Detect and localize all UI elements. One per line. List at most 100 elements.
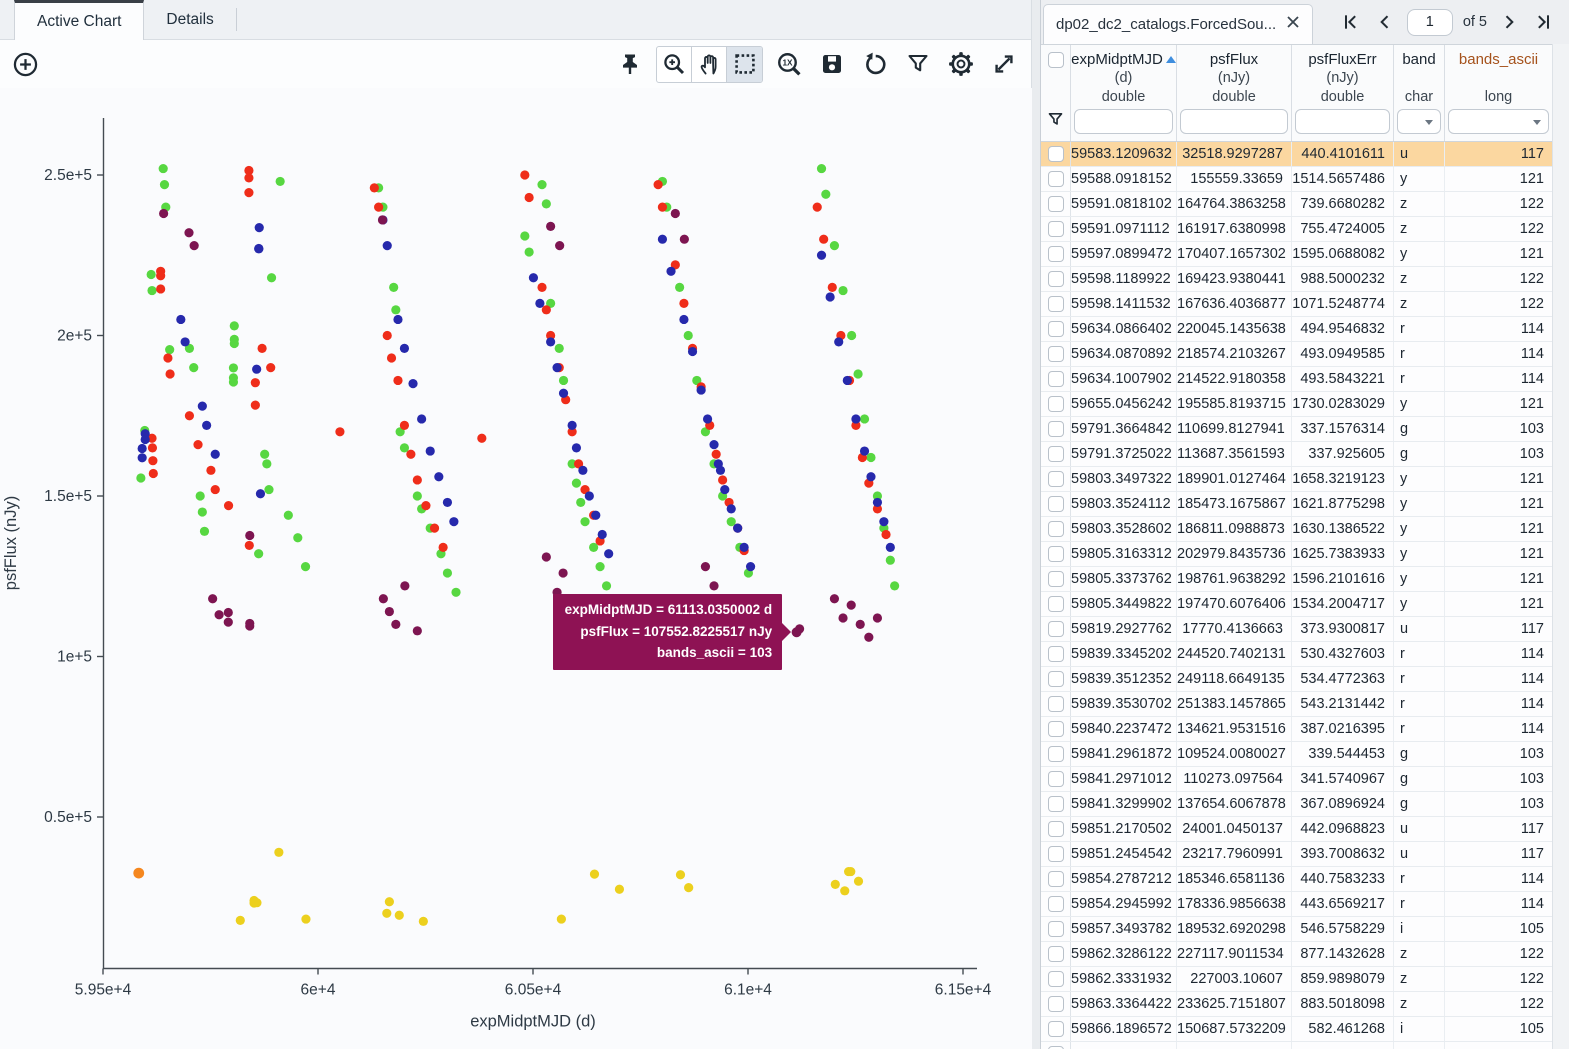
row-checkbox[interactable] — [1047, 246, 1064, 262]
row-checkbox[interactable] — [1047, 846, 1064, 862]
row-checkbox[interactable] — [1047, 821, 1064, 837]
filter-select-band[interactable] — [1397, 109, 1441, 134]
chart-settings-button[interactable] — [944, 47, 978, 81]
row-checkbox[interactable] — [1047, 1046, 1064, 1049]
table-row[interactable]: 59803.3528602 186811.0988873 1630.1386522 y… — [1041, 517, 1569, 542]
tab-details[interactable]: Details — [144, 0, 235, 39]
row-checkbox[interactable] — [1047, 621, 1064, 637]
table-tab[interactable]: dp02_dc2_catalogs.ForcedSou... — [1043, 4, 1314, 44]
row-checkbox[interactable] — [1047, 496, 1064, 512]
filter-select-bands_ascii[interactable] — [1448, 109, 1549, 134]
row-checkbox[interactable] — [1047, 196, 1064, 212]
table-row[interactable]: 59803.3497322 189901.0127464 1658.3219123 y… — [1041, 467, 1569, 492]
first-page-button[interactable] — [1339, 10, 1363, 34]
table-row[interactable]: 59791.3725022 113687.3561593 337.925605 g 10… — [1041, 442, 1569, 467]
table-row[interactable]: 59583.1209632 32518.9297287 440.4101611 u 11… — [1041, 142, 1569, 167]
table-row[interactable]: 59655.0456242 195585.8193715 1730.0283029 y… — [1041, 392, 1569, 417]
row-checkbox[interactable] — [1047, 721, 1064, 737]
row-checkbox[interactable] — [1047, 446, 1064, 462]
row-checkbox[interactable] — [1047, 371, 1064, 387]
table-row[interactable]: 59863.3364422 233625.7151807 883.5018098 z 1… — [1041, 992, 1569, 1017]
next-page-button[interactable] — [1497, 10, 1521, 34]
table-scroll-gutter[interactable] — [1552, 44, 1569, 1049]
table-row[interactable]: 59805.3373762 198761.9638292 1596.2101616 y… — [1041, 567, 1569, 592]
column-header-psfFlux[interactable]: psfFlux (nJy) double — [1177, 45, 1292, 107]
table-row[interactable]: 59851.2454542 23217.7960991 393.7008632 u 11… — [1041, 842, 1569, 867]
filter-input-psfFluxErr[interactable] — [1295, 109, 1390, 134]
row-checkbox[interactable] — [1047, 546, 1064, 562]
row-checkbox[interactable] — [1047, 771, 1064, 787]
row-checkbox[interactable] — [1047, 746, 1064, 762]
table-row[interactable]: 59591.0971112 161917.6380998 755.4724005 z 1… — [1041, 217, 1569, 242]
table-row[interactable]: 59841.2961872 109524.0080027 339.544453 g 10… — [1041, 742, 1569, 767]
pan-tool-button[interactable] — [692, 46, 727, 82]
column-header-psfFluxErr[interactable]: psfFluxErr (nJy) double — [1292, 45, 1394, 107]
zoom-1x-button[interactable]: 1X — [772, 47, 806, 81]
row-checkbox[interactable] — [1047, 921, 1064, 937]
page-number-input[interactable] — [1406, 8, 1453, 36]
row-checkbox[interactable] — [1047, 346, 1064, 362]
row-checkbox[interactable] — [1047, 896, 1064, 912]
table-row[interactable]: 59839.3345202 244520.7402131 530.4327603 r 1… — [1041, 642, 1569, 667]
table-row[interactable]: 59857.3493782 189532.6920298 546.5758229 i 1… — [1041, 917, 1569, 942]
column-header-band[interactable]: band char — [1394, 45, 1445, 107]
row-checkbox[interactable] — [1047, 596, 1064, 612]
row-checkbox[interactable] — [1047, 671, 1064, 687]
row-checkbox[interactable] — [1047, 996, 1064, 1012]
row-checkbox[interactable] — [1047, 796, 1064, 812]
table-row[interactable]: 59597.0899472 170407.1657302 1595.0688082 y… — [1041, 242, 1569, 267]
table-row[interactable]: 59840.2237472 134621.9531516 387.0216395 r 1… — [1041, 717, 1569, 742]
table-row[interactable]: 59598.1411532 167636.4036877 1071.5248774 z… — [1041, 292, 1569, 317]
scatter-plot[interactable]: 5.95e+4 6e+4 6.05e+4 6.1e+4 6.15e+4 2.5e+5 2e+… — [0, 88, 1032, 1049]
row-checkbox[interactable] — [1047, 946, 1064, 962]
table-row[interactable]: 59805.3163312 202979.8435736 1625.7383933 y… — [1041, 542, 1569, 567]
column-header-bands_ascii[interactable]: bands_ascii long — [1445, 45, 1553, 107]
table-row[interactable]: 59805.3449822 197470.6076406 1534.2004717 y… — [1041, 592, 1569, 617]
row-checkbox[interactable] — [1047, 696, 1064, 712]
last-page-button[interactable] — [1531, 10, 1555, 34]
table-row[interactable]: 59854.2787212 185346.6581136 440.7583233 r 1… — [1041, 867, 1569, 892]
table-row[interactable]: 59803.3524112 185473.1675867 1621.8775298 y… — [1041, 492, 1569, 517]
filter-input-expMidptMJD[interactable] — [1074, 109, 1173, 134]
select-all-checkbox[interactable] — [1047, 52, 1064, 68]
row-checkbox[interactable] — [1047, 1021, 1064, 1037]
table-row[interactable]: 59866.1896572 150687.5732209 582.461268 i 10… — [1041, 1017, 1569, 1042]
zoom-tool-button[interactable] — [657, 46, 692, 82]
filter-toggle-cell[interactable] — [1041, 107, 1071, 141]
table-row[interactable]: 59791.3664842 110699.8127941 337.1576314 g 1… — [1041, 417, 1569, 442]
row-checkbox[interactable] — [1047, 871, 1064, 887]
row-checkbox[interactable] — [1047, 146, 1064, 162]
restore-chart-button[interactable] — [858, 47, 892, 81]
select-tool-button[interactable] — [727, 46, 762, 82]
tab-active-chart[interactable]: Active Chart — [14, 0, 145, 40]
row-checkbox[interactable] — [1047, 396, 1064, 412]
table-row[interactable]: 59598.1189922 169423.9380441 988.5000232 z 1… — [1041, 267, 1569, 292]
filter-chart-button[interactable] — [901, 47, 935, 81]
table-row[interactable]: 59862.3286122 227117.9011534 877.1432628 z 1… — [1041, 942, 1569, 967]
row-checkbox[interactable] — [1047, 646, 1064, 662]
table-row[interactable]: 59634.1007902 214522.9180358 493.5843221 r 1… — [1041, 367, 1569, 392]
table-row[interactable]: 59862.3331932 227003.10607 859.9898079 z 122 — [1041, 967, 1569, 992]
row-checkbox[interactable] — [1047, 221, 1064, 237]
table-row[interactable] — [1041, 1042, 1569, 1049]
prev-page-button[interactable] — [1373, 10, 1397, 34]
table-row[interactable]: 59588.0918152 155559.33659 1514.5657486 y 12… — [1041, 167, 1569, 192]
table-row[interactable]: 59591.0818102 164764.3863258 739.6680282 z 1… — [1041, 192, 1569, 217]
table-row[interactable]: 59634.0870892 218574.2103267 493.0949585 r 1… — [1041, 342, 1569, 367]
row-checkbox[interactable] — [1047, 471, 1064, 487]
row-checkbox[interactable] — [1047, 321, 1064, 337]
row-checkbox[interactable] — [1047, 571, 1064, 587]
filter-input-psfFlux[interactable] — [1180, 109, 1288, 134]
table-row[interactable]: 59851.2170502 24001.0450137 442.0968823 u 11… — [1041, 817, 1569, 842]
add-chart-button[interactable] — [8, 47, 42, 81]
row-checkbox[interactable] — [1047, 271, 1064, 287]
expand-chart-button[interactable] — [987, 47, 1021, 81]
table-row[interactable]: 59839.3530702 251383.1457865 543.2131442 r 1… — [1041, 692, 1569, 717]
table-row[interactable]: 59841.2971012 110273.097564 341.5740967 g 10… — [1041, 767, 1569, 792]
table-row[interactable]: 59854.2945992 178336.9856638 443.6569217 r 1… — [1041, 892, 1569, 917]
pin-chart-button[interactable] — [613, 47, 647, 81]
save-chart-button[interactable] — [815, 47, 849, 81]
row-checkbox[interactable] — [1047, 421, 1064, 437]
table-row[interactable]: 59841.3299902 137654.6067878 367.0896924 g 1… — [1041, 792, 1569, 817]
row-checkbox[interactable] — [1047, 521, 1064, 537]
